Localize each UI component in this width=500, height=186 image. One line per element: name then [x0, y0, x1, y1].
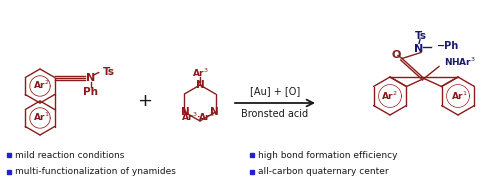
Text: N: N	[210, 107, 219, 117]
Text: NHAr$^3$: NHAr$^3$	[444, 55, 476, 68]
Text: Ph: Ph	[83, 86, 98, 97]
Text: Ar$^1$: Ar$^1$	[32, 111, 50, 123]
Text: Ar$^3$: Ar$^3$	[192, 67, 208, 79]
Text: O: O	[392, 49, 400, 60]
Text: Ts: Ts	[415, 31, 427, 41]
Text: Ar$^3$·: Ar$^3$·	[182, 111, 202, 123]
Text: Bronsted acid: Bronsted acid	[242, 109, 308, 119]
Text: Ts: Ts	[102, 67, 115, 76]
Text: all-carbon quaternary center: all-carbon quaternary center	[258, 168, 388, 177]
Text: Ar$^3$: Ar$^3$	[198, 111, 216, 123]
Text: N: N	[414, 44, 424, 54]
Text: −Ph: −Ph	[437, 41, 459, 51]
Text: N: N	[181, 107, 190, 117]
Text: mild reaction conditions: mild reaction conditions	[15, 150, 124, 160]
Text: Ar$^2$: Ar$^2$	[32, 79, 50, 91]
Text: +: +	[138, 92, 152, 110]
Text: Ar$^1$: Ar$^1$	[450, 90, 468, 102]
Text: [Au] + [O]: [Au] + [O]	[250, 86, 300, 96]
Text: multi-functionalization of ynamides: multi-functionalization of ynamides	[15, 168, 176, 177]
Text: high bond formation efficiency: high bond formation efficiency	[258, 150, 398, 160]
Text: N: N	[196, 80, 204, 90]
Text: Ar$^2$: Ar$^2$	[380, 90, 398, 102]
Text: N: N	[86, 73, 96, 83]
